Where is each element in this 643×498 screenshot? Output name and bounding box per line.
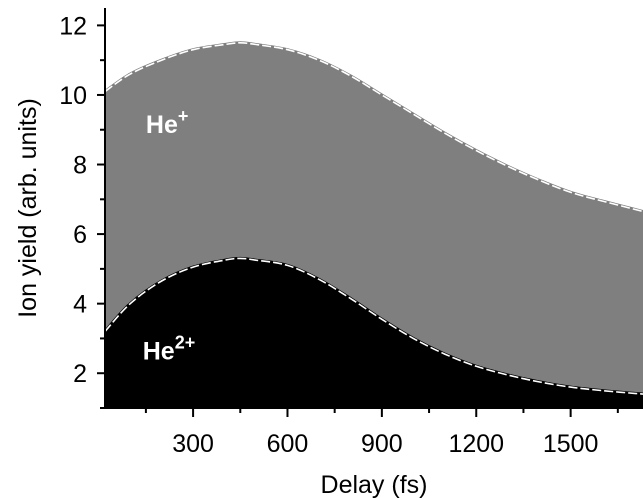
series-2-area [105,258,643,408]
y-axis-title: Ion yield (arb. units) [14,98,42,318]
x-tick-label: 900 [361,430,403,458]
y-tick-label: 6 [73,221,87,249]
y-tick-label: 2 [73,360,87,388]
y-tick-label: 8 [73,152,87,180]
plot-area [103,41,643,409]
series-1-fit-line [104,41,643,213]
y-tick-label: 4 [73,291,87,319]
chart-labels: He+ He2+ [143,106,196,365]
y-tick-label: 10 [59,82,87,110]
x-tick-label: 600 [267,430,309,458]
series-2-fit-line [104,257,643,395]
x-tick-label: 1200 [448,430,504,458]
x-tick-label: 1500 [543,430,599,458]
species-label-1: He+ [146,106,188,139]
x-axis-title: Delay (fs) [321,471,428,498]
axes: 2 4 6 8 10 12 300 600 900 1200 1500 Delay (fs) Ion y… [14,8,643,498]
x-tick-label: 300 [172,430,214,458]
species-label-2: He2+ [143,332,196,365]
y-tick-label: 12 [59,12,87,40]
